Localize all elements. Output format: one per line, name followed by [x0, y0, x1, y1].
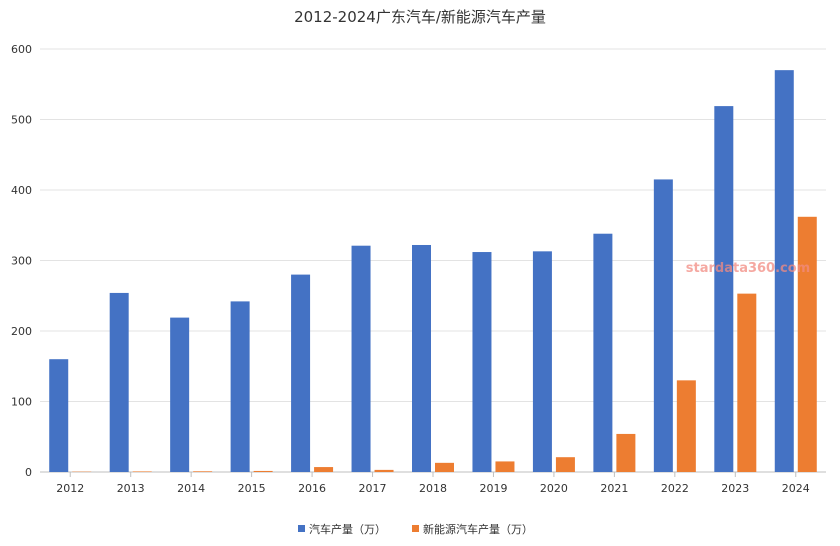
bar-series1-2017 — [351, 245, 371, 472]
bar-series2-2018 — [435, 462, 454, 472]
bar-series1-2018 — [412, 244, 431, 472]
watermark: stardata360.com — [686, 261, 810, 276]
bar-series1-2024 — [774, 70, 794, 473]
x-tick-label-2014: 2014 — [177, 482, 205, 495]
legend-label-car-output: 汽车产量（万） — [309, 522, 386, 536]
bar-series1-2016 — [291, 274, 311, 472]
y-tick-label-100: 100 — [11, 396, 32, 409]
x-tick-label-2012: 2012 — [56, 482, 84, 495]
bar-series1-2015 — [230, 301, 250, 472]
y-tick-label-500: 500 — [11, 114, 32, 127]
bar-series1-2012 — [49, 359, 69, 472]
bar-series2-2016 — [314, 467, 334, 472]
bar-series1-2013 — [109, 292, 129, 472]
chart-title: 2012-2024广东汽车/新能源汽车产量 — [294, 8, 546, 26]
bar-series1-2019 — [472, 252, 492, 472]
bar-series2-2024 — [797, 216, 817, 472]
y-tick-label-300: 300 — [11, 255, 32, 268]
bars — [49, 70, 817, 473]
x-tick-label-2024: 2024 — [782, 482, 810, 495]
x-tick-label-2015: 2015 — [238, 482, 266, 495]
x-tick-label-2019: 2019 — [479, 482, 507, 495]
x-tick-label-2016: 2016 — [298, 482, 326, 495]
x-tick-label-2021: 2021 — [600, 482, 628, 495]
y-tick-label-600: 600 — [11, 43, 32, 56]
bar-series2-2014 — [193, 471, 213, 472]
bar-series1-2014 — [170, 317, 190, 472]
legend-swatch-car-output — [298, 525, 305, 532]
bar-series2-2019 — [495, 461, 515, 472]
x-tick-label-2023: 2023 — [721, 482, 749, 495]
x-tick-label-2022: 2022 — [661, 482, 689, 495]
legend-label-nev-output: 新能源汽车产量（万） — [423, 522, 533, 536]
y-axis: 0 100 200 300 400 500 600 — [11, 43, 32, 479]
bar-series1-2021 — [593, 233, 613, 472]
x-tick-label-2020: 2020 — [540, 482, 568, 495]
bar-series2-2022 — [676, 380, 696, 472]
bar-series2-2015 — [253, 470, 273, 472]
bar-series2-2023 — [737, 293, 757, 472]
y-tick-label-200: 200 — [11, 325, 32, 338]
x-tick-label-2018: 2018 — [419, 482, 447, 495]
bar-series2-2017 — [374, 469, 394, 472]
x-tick-label-2013: 2013 — [117, 482, 145, 495]
legend: 汽车产量（万） 新能源汽车产量（万） — [298, 522, 533, 536]
bar-series2-2020 — [555, 457, 575, 472]
x-tick-label-2017: 2017 — [359, 482, 387, 495]
x-axis: 2012 2013 2014 2015 2016 2017 2018 2019 2020 2021… — [56, 472, 810, 495]
bar-series2-2021 — [616, 433, 636, 472]
bar-series1-2020 — [532, 251, 552, 472]
bar-series1-2022 — [653, 179, 673, 473]
legend-swatch-nev-output — [412, 525, 419, 532]
y-tick-label-400: 400 — [11, 184, 32, 197]
bar-series1-2023 — [714, 106, 734, 472]
y-tick-label-0: 0 — [25, 466, 32, 479]
bar-series2-2013 — [132, 471, 152, 472]
